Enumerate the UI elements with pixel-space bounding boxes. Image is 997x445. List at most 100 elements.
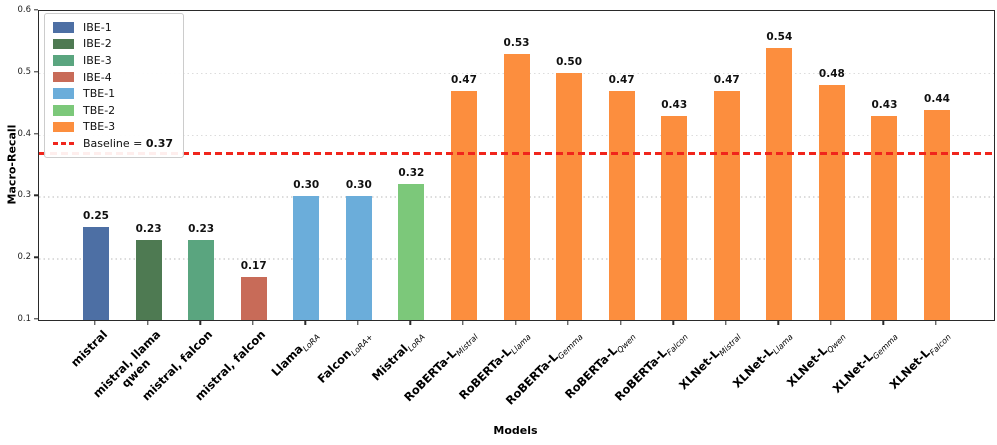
x-tick-label-main: XLNet-L [830,349,877,396]
legend-baseline-value: 0.37 [145,136,173,150]
bar [556,72,583,320]
y-tick-mark [33,132,38,135]
legend-label: IBE-1 [83,20,112,34]
x-tick-label-main: Llama [268,341,307,380]
x-tick-label-subscript: LoRA+ [349,332,375,358]
legend-row: IBE-4 [53,69,173,86]
legend-swatch [53,121,74,133]
x-tick-mark [462,320,464,325]
bar [713,91,740,320]
x-tick-mark [935,320,937,325]
bar [83,227,109,320]
x-tick-mark [725,320,727,325]
x-tick-mark [251,320,254,325]
x-tick-label-main: XLNet-L [675,346,722,393]
x-tick-label-subscript: Llama [508,332,533,356]
bar [240,276,267,320]
legend-row: IBE-2 [53,36,173,53]
x-tick-label-main: mistral [68,327,111,370]
x-tick-label-subscript: Qwen [825,332,848,355]
legend-swatch [53,71,74,83]
plot-area: 0.25 0.23 0.23 0.17 0.30 0.30 0.32 0.47 0.53 0.50… [38,10,995,321]
x-tick-mark [146,320,149,325]
x-tick-label-subscript: Falcon [928,332,953,358]
legend-label: IBE-4 [83,70,112,84]
bar-value-label: 0.54 [766,31,793,44]
bar-value-label: 0.47 [713,74,740,87]
bar-value-label: 0.43 [661,99,688,112]
legend-baseline-prefix: Baseline = [83,136,146,150]
x-tick-mark [357,320,359,325]
y-tick-mark [33,71,38,73]
x-tick-mark [882,320,885,325]
bar-value-label: 0.25 [83,210,109,223]
x-tick-mark [777,320,780,325]
bar [293,196,320,320]
x-tick-mark [672,320,674,325]
legend-label: IBE-3 [83,53,112,67]
bar [503,54,530,320]
x-tick-label-subscript: Qwen [614,332,638,355]
x-tick-label-subscript: Gemma [871,332,901,362]
x-tick-label: FalconLoRA+ [314,328,375,388]
legend-rows: IBE-1 IBE-2 IBE-3 IBE-4 TBE-1 TBE-2 TBE-3 Basel… [53,19,173,152]
legend-row-baseline: Baseline = 0.37 [53,135,173,152]
x-axis-title: Models [493,424,538,437]
bar [924,109,950,320]
legend-swatch [53,105,74,116]
bar [871,116,898,320]
legend-row: IBE-3 [53,52,173,69]
bar [766,48,793,320]
bar [345,196,372,320]
y-tick-mark [33,9,38,11]
y-tick-mark [33,256,38,258]
bar-value-label: 0.50 [556,55,583,68]
y-tick-mark [33,318,38,320]
x-tick-mark [830,320,832,325]
x-tick-label-subscript: LoRA [301,332,323,354]
x-tick-label-subscript: Mistral [717,332,743,358]
bar-value-label: 0.47 [450,74,477,87]
legend-row: TBE-3 [53,119,173,136]
x-tick-label: LlamaLoRA [269,328,322,381]
legend-row: TBE-1 [53,85,173,102]
legend-label: IBE-2 [83,37,112,51]
bar-value-label: 0.53 [503,37,530,50]
legend-swatch [53,22,74,33]
legend-label: TBE-2 [83,103,116,117]
x-tick-mark [567,320,569,325]
y-tick-label: 0.3 [17,190,31,201]
x-tick-mark [619,320,622,325]
legend-swatch [53,88,74,99]
bar-value-label: 0.30 [293,179,320,192]
bar-value-label: 0.32 [398,167,425,180]
bar [608,91,635,320]
x-tick-mark [94,320,96,325]
x-tick-label: mistral [68,327,111,370]
x-tick-label-main: Falcon [314,346,354,386]
legend: IBE-1 IBE-2 IBE-3 IBE-4 TBE-1 TBE-2 TBE-3 Basel… [44,13,184,158]
x-tick-label-main: Mistral [369,341,412,384]
y-tick-label: 0.5 [17,66,31,77]
legend-label: TBE-3 [83,120,116,134]
bar [450,91,477,320]
y-tick-label: 0.6 [17,5,31,15]
x-tick-label-main: XLNet-L [783,343,830,390]
x-tick-label-subscript: LoRA [406,332,428,354]
x-tick-label-main: XLNet-L [886,345,933,392]
baseline-line [39,152,994,155]
legend-baseline-label: Baseline = 0.37 [83,137,173,150]
x-tick-mark [199,320,201,325]
y-tick-label: 0.1 [17,314,31,324]
bar-value-label: 0.23 [135,222,162,235]
x-tick-label-subscript: Mistral [454,332,480,358]
legend-row: IBE-1 [53,19,173,36]
legend-swatch [53,55,74,66]
bar-value-label: 0.44 [924,92,950,105]
x-tick-mark [304,320,306,325]
bar [188,239,215,320]
x-tick-label-main: XLNet-L [730,344,777,391]
bar-value-label: 0.48 [818,68,845,81]
legend-label: TBE-1 [83,87,116,101]
